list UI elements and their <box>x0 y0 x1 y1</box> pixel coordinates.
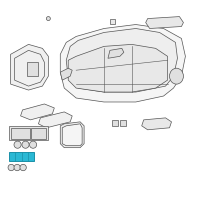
Circle shape <box>29 141 37 148</box>
Polygon shape <box>66 28 177 92</box>
Circle shape <box>46 17 50 21</box>
Circle shape <box>22 141 29 148</box>
Bar <box>11 128 30 139</box>
Polygon shape <box>142 118 172 130</box>
Polygon shape <box>11 44 48 90</box>
Ellipse shape <box>170 68 183 84</box>
Polygon shape <box>60 122 84 148</box>
Circle shape <box>20 164 26 171</box>
Polygon shape <box>21 104 54 120</box>
Polygon shape <box>146 17 183 28</box>
Polygon shape <box>60 68 72 80</box>
Circle shape <box>14 141 21 148</box>
Bar <box>112 120 118 126</box>
Bar <box>9 152 34 161</box>
Bar <box>110 19 115 24</box>
Circle shape <box>8 164 14 171</box>
Polygon shape <box>38 112 72 128</box>
Bar <box>120 120 126 126</box>
Polygon shape <box>108 48 124 58</box>
Bar <box>9 126 48 140</box>
Polygon shape <box>68 44 168 92</box>
Polygon shape <box>60 25 185 102</box>
Circle shape <box>14 164 20 171</box>
Polygon shape <box>62 124 82 146</box>
Bar <box>31 128 46 139</box>
Bar <box>27 62 38 76</box>
